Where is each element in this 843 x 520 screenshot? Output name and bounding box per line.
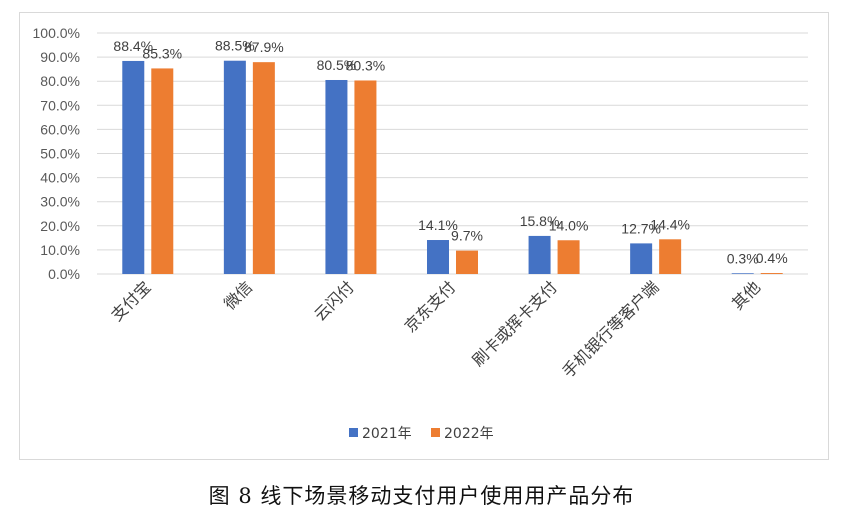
bar-2021 xyxy=(427,240,449,274)
data-label: 85.3% xyxy=(142,45,182,61)
bar-2022 xyxy=(354,80,377,275)
data-label: 14.1% xyxy=(418,217,458,233)
category-label: 京东支付 xyxy=(401,277,460,336)
y-tick-label: 50.0% xyxy=(40,146,80,162)
legend-swatch xyxy=(431,428,440,437)
y-tick-label: 90.0% xyxy=(40,49,80,65)
y-tick-label: 40.0% xyxy=(40,170,80,186)
legend-label: 2021年 xyxy=(362,426,412,442)
data-label: 88.5% xyxy=(215,38,255,54)
data-label: 12.7% xyxy=(621,220,661,236)
data-label: 15.8% xyxy=(520,213,560,229)
figure-caption: 图 8 线下场景移动支付用户使用用产品分布 xyxy=(208,484,635,508)
bar-2021 xyxy=(731,273,754,274)
bar-2022 xyxy=(252,62,275,275)
bar-2021 xyxy=(325,79,348,275)
bar-2022 xyxy=(760,273,783,274)
data-label: 0.4% xyxy=(756,250,788,266)
bar-2021 xyxy=(528,235,551,274)
data-label: 9.7% xyxy=(451,228,483,244)
y-tick-label: 0.0% xyxy=(48,266,80,282)
y-tick-label: 100.0% xyxy=(33,25,80,41)
category-label: 手机银行等客户端 xyxy=(559,277,663,381)
data-label: 14.4% xyxy=(650,216,690,232)
data-label: 0.3% xyxy=(727,250,759,266)
y-tick-label: 60.0% xyxy=(40,121,80,137)
y-tick-label: 80.0% xyxy=(40,73,80,89)
bar-2022 xyxy=(659,239,682,274)
data-label: 87.9% xyxy=(244,39,284,55)
data-label: 80.5% xyxy=(317,57,357,73)
bar-chart: 0.0% 10.0% 20.0% 30.0% 40.0% 50.0% 60.0% 70.0% 8… xyxy=(33,25,808,442)
y-tick-label: 70.0% xyxy=(40,97,80,113)
y-tick-label: 10.0% xyxy=(40,242,80,258)
legend-swatch xyxy=(349,428,358,437)
bar-2021 xyxy=(122,60,145,275)
category-label: 云闪付 xyxy=(310,277,357,324)
bar-2022 xyxy=(456,250,478,274)
bar-2021 xyxy=(223,60,246,275)
legend-label: 2022年 xyxy=(444,426,494,442)
bar-2022 xyxy=(557,240,580,274)
category-label: 刷卡或挥卡支付 xyxy=(468,277,561,370)
data-label: 88.4% xyxy=(113,38,153,54)
y-tick-label: 30.0% xyxy=(40,194,80,210)
bar-2021 xyxy=(630,243,653,274)
bar-2022 xyxy=(151,68,174,274)
data-label: 80.3% xyxy=(346,57,386,73)
category-label: 其他 xyxy=(728,277,764,313)
category-label: 支付宝 xyxy=(107,277,154,324)
data-label: 14.0% xyxy=(549,217,589,233)
category-label: 微信 xyxy=(220,277,256,313)
y-tick-label: 20.0% xyxy=(40,218,80,234)
